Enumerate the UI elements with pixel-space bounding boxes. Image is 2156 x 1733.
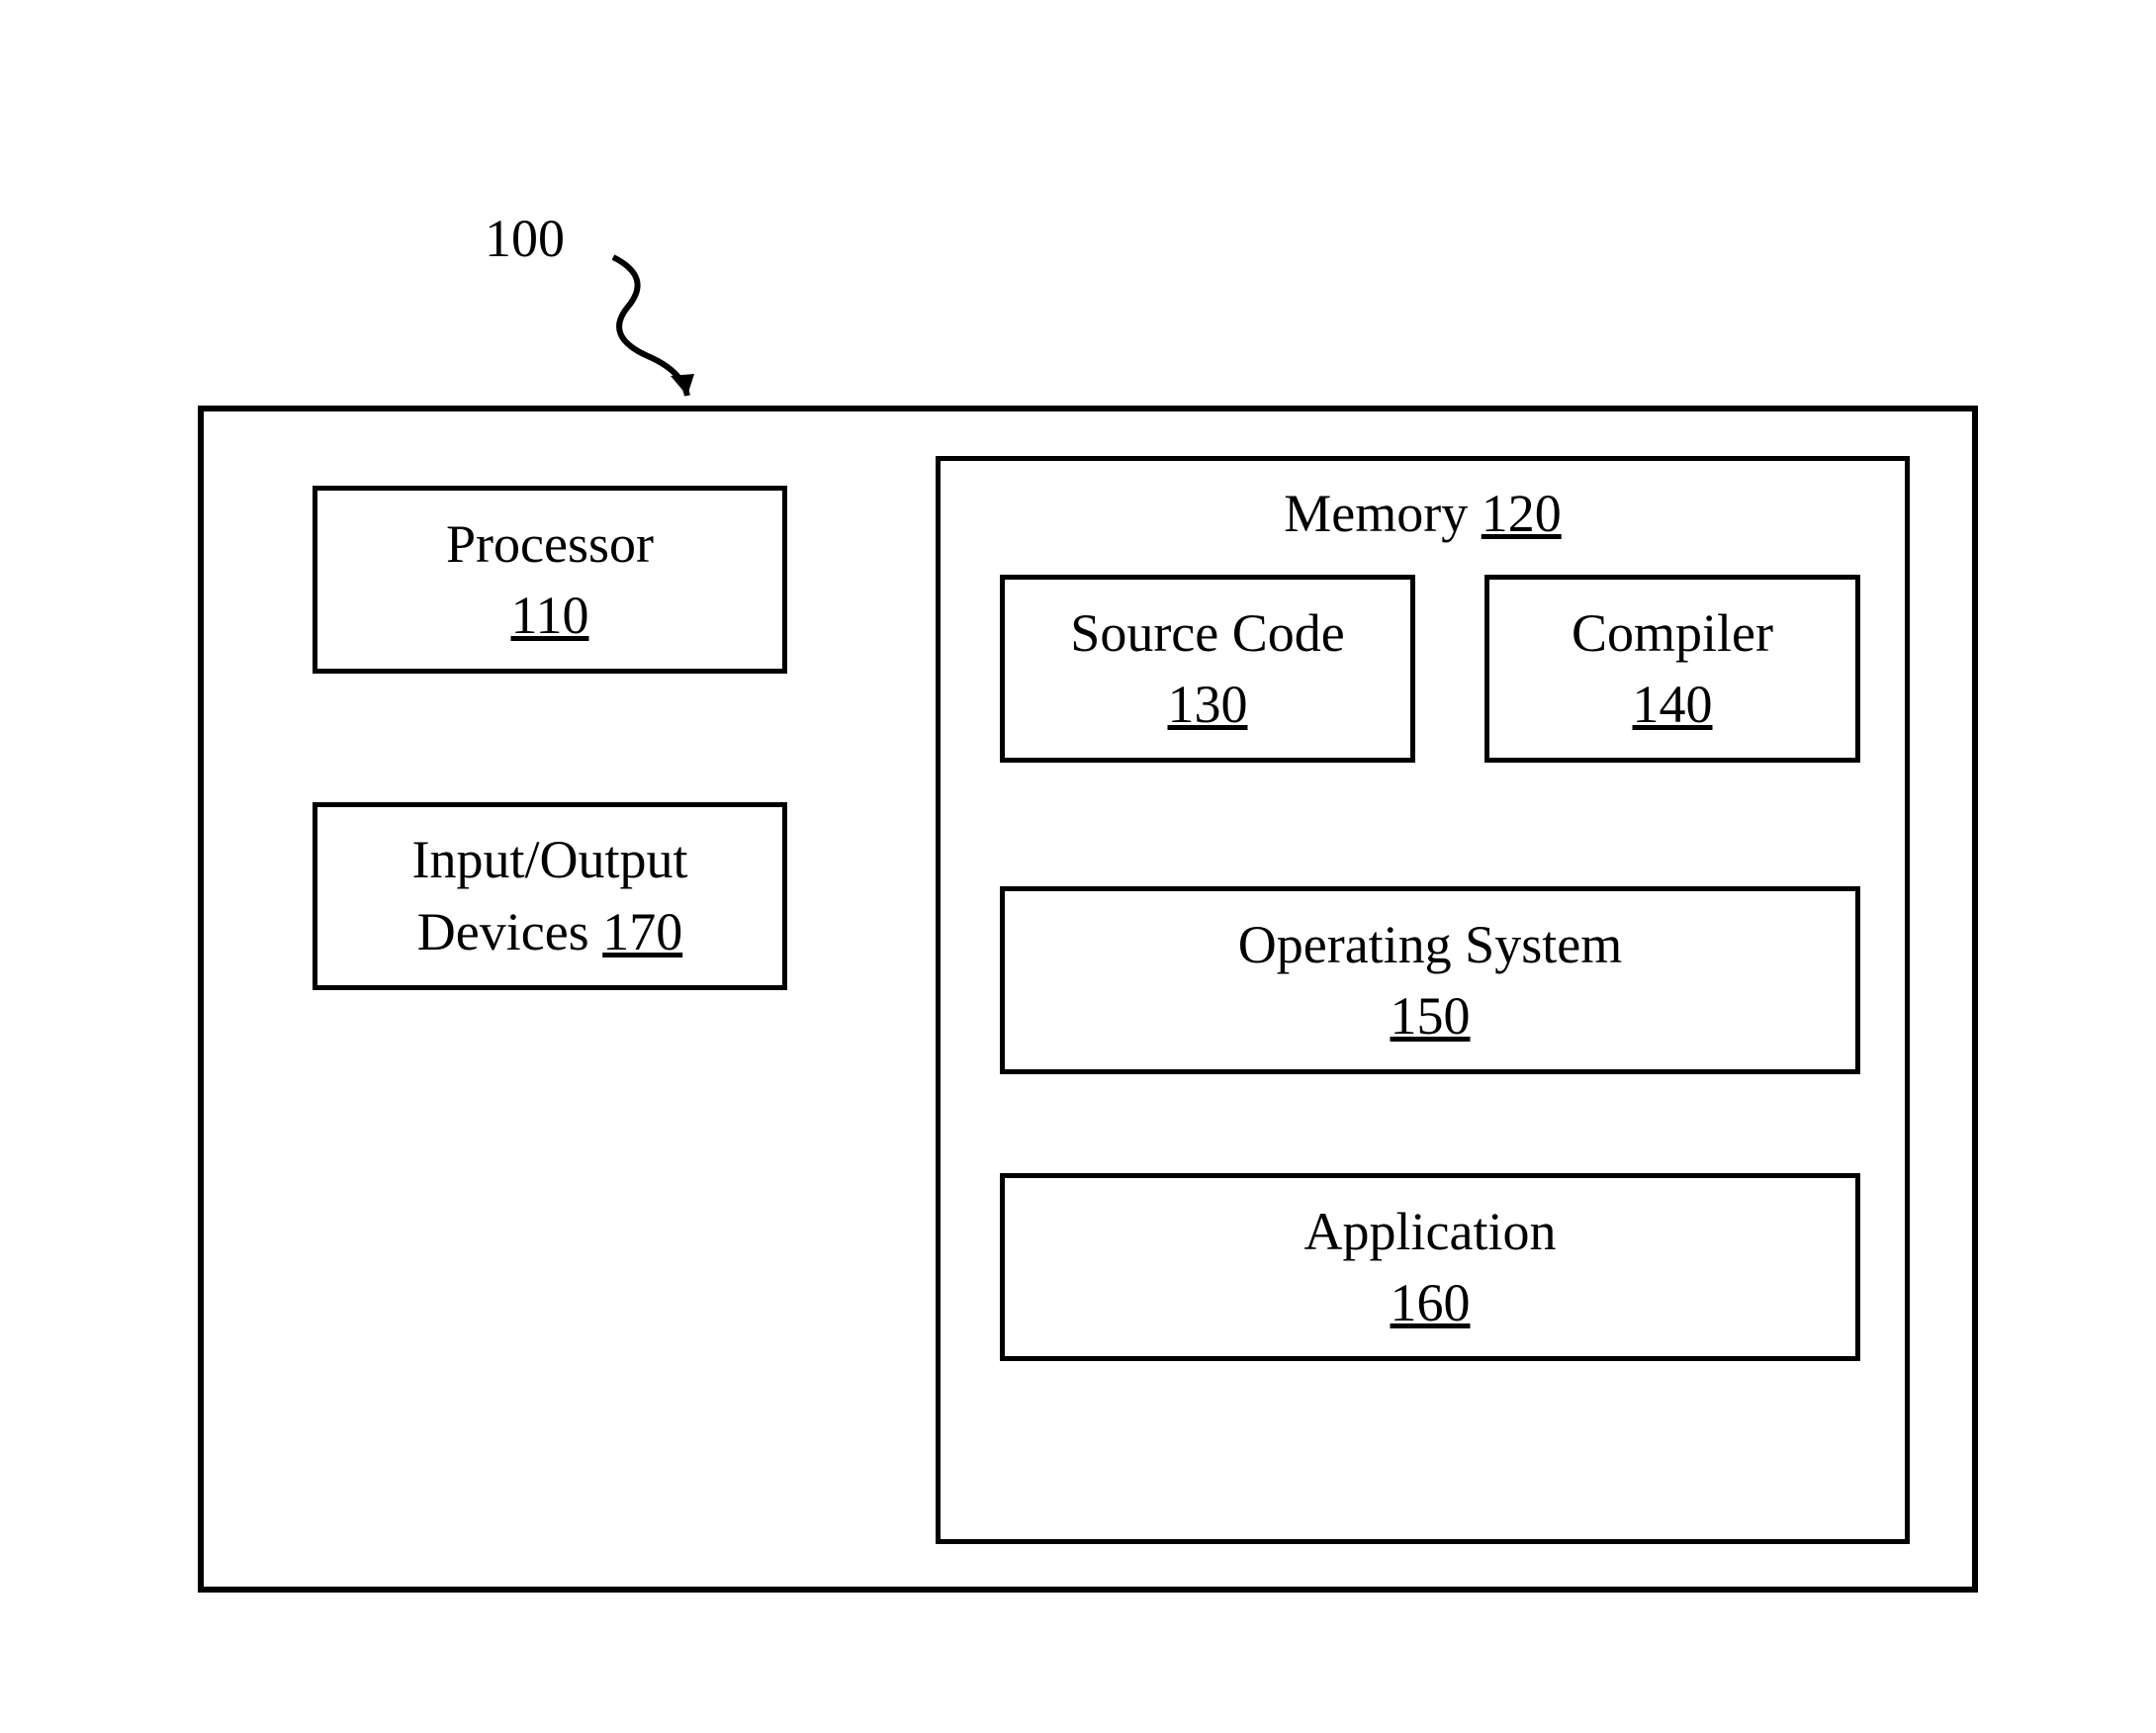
compiler-label: Compiler — [1572, 602, 1773, 664]
compiler-box: Compiler 140 — [1484, 575, 1860, 763]
memory-label: Memory — [1284, 484, 1481, 543]
source-code-label: Source Code — [1070, 602, 1344, 664]
application-box: Application 160 — [1000, 1173, 1860, 1361]
io-devices-label-line2: Devices 170 — [417, 899, 682, 966]
io-devices-label-line1: Input/Output — [412, 827, 688, 894]
processor-ref: 110 — [511, 585, 589, 646]
processor-label: Processor — [446, 513, 654, 575]
operating-system-ref: 150 — [1391, 985, 1471, 1047]
io-devices-ref: 170 — [602, 902, 682, 961]
io-devices-prefix: Devices — [417, 902, 602, 961]
source-code-ref: 130 — [1168, 674, 1248, 735]
memory-title: Memory 120 — [941, 483, 1905, 544]
system-container-box: Processor 110 Input/Output Devices 170 M… — [198, 406, 1978, 1593]
memory-ref: 120 — [1482, 484, 1562, 543]
io-devices-box: Input/Output Devices 170 — [313, 802, 787, 990]
application-ref: 160 — [1391, 1272, 1471, 1333]
callout-label-100: 100 — [485, 208, 565, 269]
callout-arrow — [593, 247, 712, 406]
source-code-box: Source Code 130 — [1000, 575, 1415, 763]
application-label: Application — [1304, 1201, 1557, 1262]
operating-system-box: Operating System 150 — [1000, 886, 1860, 1074]
compiler-ref: 140 — [1633, 674, 1713, 735]
operating-system-label: Operating System — [1238, 914, 1622, 975]
memory-box: Memory 120 Source Code 130 Compiler 140 … — [936, 456, 1910, 1544]
processor-box: Processor 110 — [313, 486, 787, 674]
